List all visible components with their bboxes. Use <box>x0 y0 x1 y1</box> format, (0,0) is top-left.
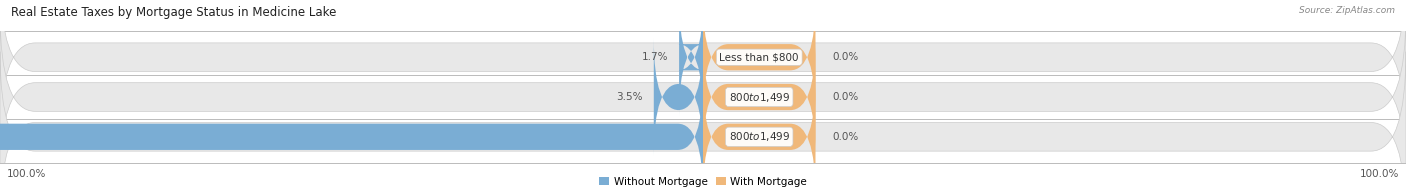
FancyBboxPatch shape <box>0 78 703 195</box>
FancyBboxPatch shape <box>703 0 815 116</box>
Text: 0.0%: 0.0% <box>832 92 859 102</box>
Text: Real Estate Taxes by Mortgage Status in Medicine Lake: Real Estate Taxes by Mortgage Status in … <box>11 6 336 19</box>
Legend: Without Mortgage, With Mortgage: Without Mortgage, With Mortgage <box>595 173 811 191</box>
Text: Less than $800: Less than $800 <box>720 52 799 62</box>
FancyBboxPatch shape <box>678 0 704 116</box>
Text: 1.7%: 1.7% <box>641 52 668 62</box>
Text: $800 to $1,499: $800 to $1,499 <box>728 91 790 103</box>
FancyBboxPatch shape <box>0 0 1406 142</box>
Text: $800 to $1,499: $800 to $1,499 <box>728 130 790 143</box>
Text: 100.0%: 100.0% <box>7 169 46 179</box>
Text: Source: ZipAtlas.com: Source: ZipAtlas.com <box>1299 6 1395 15</box>
Text: 3.5%: 3.5% <box>616 92 643 102</box>
FancyBboxPatch shape <box>0 12 1406 182</box>
FancyBboxPatch shape <box>703 39 815 155</box>
FancyBboxPatch shape <box>703 78 815 195</box>
Text: 0.0%: 0.0% <box>832 52 859 62</box>
Text: 0.0%: 0.0% <box>832 132 859 142</box>
FancyBboxPatch shape <box>654 39 703 155</box>
Text: 100.0%: 100.0% <box>1360 169 1399 179</box>
FancyBboxPatch shape <box>0 52 1406 196</box>
